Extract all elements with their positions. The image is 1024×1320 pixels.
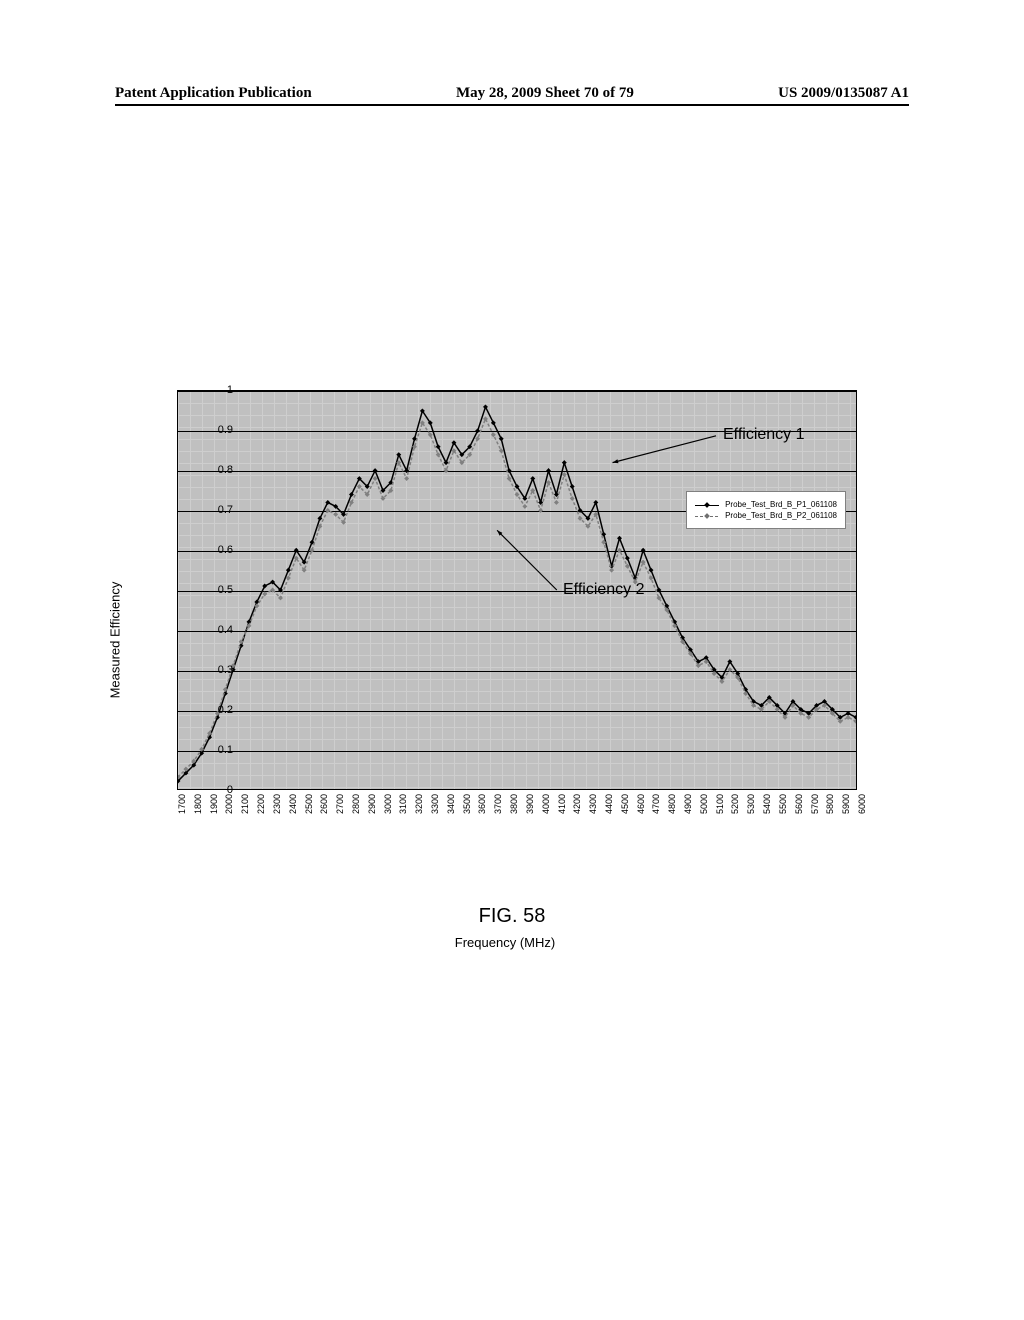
x-tick: 4000 [541,794,551,814]
x-tick: 4400 [604,794,614,814]
data-series-svg [178,391,856,789]
legend-swatch-1 [695,501,719,509]
x-tick: 3400 [446,794,456,814]
x-tick: 5600 [794,794,804,814]
y-tick: 0.2 [203,704,233,716]
x-tick: 4900 [683,794,693,814]
annotation-efficiency-2: Efficiency 2 [563,581,645,599]
efficiency-chart: Measured Efficiency Probe_Test_Brd_B_P1_… [135,390,875,890]
x-tick: 2000 [224,794,234,814]
y-axis-label: Measured Efficiency [108,582,123,699]
header-center: May 28, 2009 Sheet 70 of 79 [456,85,634,102]
x-tick: 5100 [715,794,725,814]
x-tick: 3700 [493,794,503,814]
y-tick: 0.1 [203,744,233,756]
x-tick: 4200 [572,794,582,814]
x-tick: 3500 [462,794,472,814]
x-tick: 2100 [240,794,250,814]
y-tick: 0.9 [203,424,233,436]
x-tick: 5200 [730,794,740,814]
x-tick: 5500 [778,794,788,814]
y-tick: 0.7 [203,504,233,516]
x-tick: 2500 [304,794,314,814]
x-tick: 3100 [398,794,408,814]
header-right: US 2009/0135087 A1 [778,85,909,102]
x-tick: 1900 [209,794,219,814]
legend: Probe_Test_Brd_B_P1_061108 Probe_Test_Br… [686,491,846,529]
x-tick: 4800 [667,794,677,814]
annotation-efficiency-1: Efficiency 1 [723,426,805,444]
x-axis-label: Frequency (MHz) [455,935,555,950]
y-tick: 0.5 [203,584,233,596]
x-tick: 3200 [414,794,424,814]
x-tick: 5900 [841,794,851,814]
y-tick: 0.8 [203,464,233,476]
x-tick: 4700 [651,794,661,814]
y-tick: 0.4 [203,624,233,636]
legend-item-2: Probe_Test_Brd_B_P2_061108 [695,511,837,520]
x-tick: 4600 [636,794,646,814]
x-tick: 2400 [288,794,298,814]
page-header: Patent Application Publication May 28, 2… [115,85,909,106]
y-tick: 1 [203,384,233,396]
x-tick: 6000 [857,794,867,814]
x-tick: 3600 [477,794,487,814]
x-tick: 5000 [699,794,709,814]
figure-caption: FIG. 58 [479,905,546,928]
x-tick: 5800 [825,794,835,814]
y-tick: 0.3 [203,664,233,676]
x-tick: 4100 [557,794,567,814]
x-tick: 3900 [525,794,535,814]
x-tick: 5700 [810,794,820,814]
legend-swatch-2 [695,512,719,520]
x-tick: 2700 [335,794,345,814]
x-tick: 3300 [430,794,440,814]
plot-area: Probe_Test_Brd_B_P1_061108 Probe_Test_Br… [177,390,857,790]
x-tick: 2800 [351,794,361,814]
x-tick: 4500 [620,794,630,814]
x-tick: 2600 [319,794,329,814]
x-tick: 2200 [256,794,266,814]
y-tick: 0.6 [203,544,233,556]
header-left: Patent Application Publication [115,85,312,102]
x-tick: 4300 [588,794,598,814]
legend-item-1: Probe_Test_Brd_B_P1_061108 [695,500,837,509]
x-tick: 3000 [383,794,393,814]
legend-label-1: Probe_Test_Brd_B_P1_061108 [725,500,837,509]
x-tick: 5400 [762,794,772,814]
x-tick: 5300 [746,794,756,814]
legend-label-2: Probe_Test_Brd_B_P2_061108 [725,511,837,520]
x-tick: 2900 [367,794,377,814]
x-tick: 1700 [177,794,187,814]
x-tick: 1800 [193,794,203,814]
x-tick: 3800 [509,794,519,814]
x-tick: 2300 [272,794,282,814]
